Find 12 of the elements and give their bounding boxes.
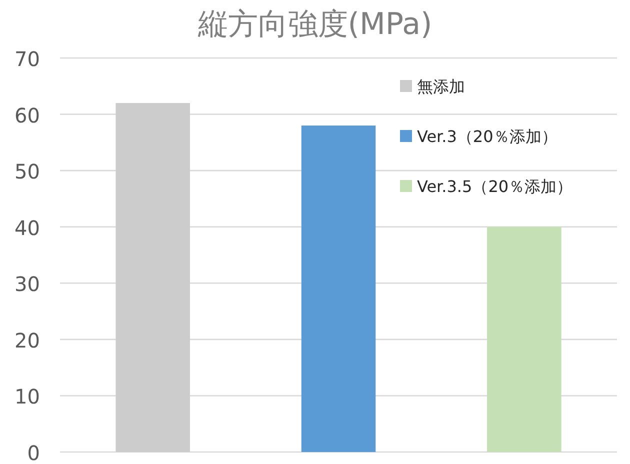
y-tick-label: 30 [14, 272, 40, 296]
legend-label: Ver.3.5（20％添加） [417, 177, 573, 196]
y-tick-label: 0 [27, 441, 40, 464]
y-tick-label: 20 [14, 328, 40, 352]
y-tick-label: 40 [14, 216, 40, 240]
y-tick-label: 10 [14, 384, 40, 409]
legend-label: Ver.3（20％添加） [417, 127, 558, 146]
chart-title: 縦方向強度(MPa) [196, 7, 432, 42]
legend-label: 無添加 [417, 77, 465, 96]
y-tick-label: 70 [14, 47, 40, 71]
y-tick-label: 50 [14, 160, 40, 184]
y-tick-label: 60 [14, 103, 40, 128]
